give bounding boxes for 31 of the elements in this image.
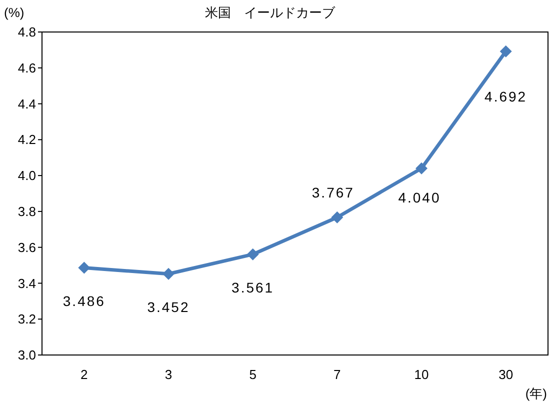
x-tick-label: 10 bbox=[414, 367, 429, 382]
point bbox=[416, 162, 428, 174]
y-tick-label: 3.6 bbox=[18, 240, 36, 255]
y-tick-label: 4.2 bbox=[18, 132, 36, 148]
y-axis-title: (%) bbox=[4, 5, 24, 20]
point bbox=[331, 211, 344, 224]
x-tick-label: 5 bbox=[249, 367, 256, 382]
x-tick-label: 30 bbox=[498, 367, 514, 382]
point bbox=[78, 262, 90, 274]
y-tick-label: 3.2 bbox=[18, 312, 36, 327]
chart-title: 米国 イールドカーブ bbox=[205, 5, 336, 20]
text: 3.767 bbox=[312, 184, 354, 200]
x-axis-title: (年) bbox=[525, 386, 547, 401]
text: 3.561 bbox=[232, 279, 274, 296]
point bbox=[246, 248, 259, 260]
text: 4.040 bbox=[398, 189, 441, 206]
y-tick-label: 4.8 bbox=[18, 24, 36, 40]
y-tick-label: 3.0 bbox=[18, 348, 36, 363]
point bbox=[500, 45, 512, 58]
text: 3.452 bbox=[147, 298, 190, 315]
x-tick-label: 3 bbox=[164, 367, 172, 382]
y-tick-label: 3.4 bbox=[18, 276, 36, 291]
text: 4.692 bbox=[484, 88, 528, 104]
point bbox=[162, 268, 174, 280]
x-tick-label: 7 bbox=[334, 367, 341, 382]
y-tick-label: 3.8 bbox=[18, 204, 36, 219]
text: 3.486 bbox=[62, 292, 106, 309]
y-tick-label: 4.6 bbox=[18, 60, 36, 76]
y-tick-label: 4.4 bbox=[18, 96, 36, 112]
x-tick-label: 2 bbox=[80, 367, 88, 382]
y-tick-label: 4.0 bbox=[18, 168, 36, 184]
